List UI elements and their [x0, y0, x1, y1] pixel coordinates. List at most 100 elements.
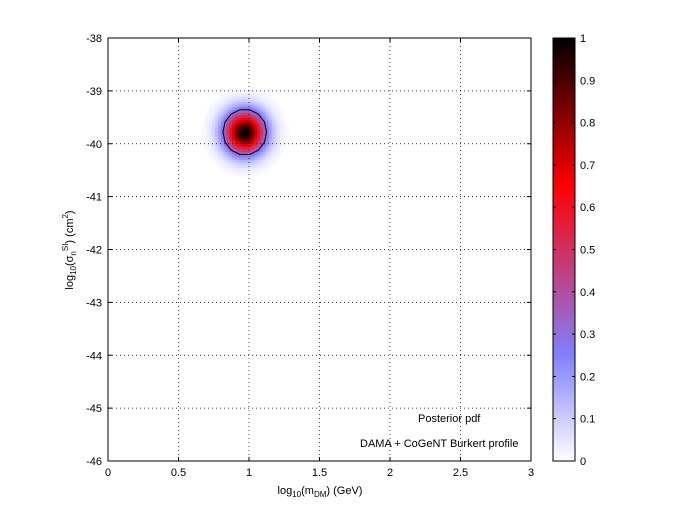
heatmap-cell	[246, 106, 250, 110]
heatmap-cell	[234, 141, 239, 145]
heatmap-cell	[263, 104, 267, 108]
heatmap-cell	[237, 159, 241, 163]
heatmap-cell	[209, 141, 213, 145]
heatmap-cell	[282, 138, 287, 142]
heatmap-cell	[282, 122, 287, 126]
heatmap-cell	[246, 133, 250, 137]
heatmap-cell	[229, 164, 233, 168]
heatmap-cell	[240, 156, 244, 161]
heatmap-cell	[232, 119, 236, 123]
heatmap-cell	[229, 117, 233, 121]
heatmap-cell	[237, 114, 241, 118]
heatmap-cell	[277, 138, 281, 142]
heatmap-cell	[203, 135, 208, 139]
heatmap-cell	[274, 130, 278, 134]
heatmap-cell	[265, 151, 270, 155]
x-tick-label: 3	[528, 467, 534, 479]
heatmap-cell	[217, 101, 222, 105]
heatmap-cell	[271, 98, 275, 102]
heatmap-cell	[223, 162, 227, 166]
heatmap-cell	[229, 156, 233, 161]
heatmap-cell	[215, 154, 219, 158]
heatmap-cell	[217, 156, 222, 161]
heatmap-cell	[232, 101, 236, 105]
heatmap-cell	[268, 122, 272, 126]
heatmap-cell	[282, 135, 287, 139]
heatmap-cell	[254, 167, 258, 171]
heatmap-cell	[249, 122, 253, 126]
heatmap-cell	[246, 109, 250, 113]
heatmap-cell	[217, 106, 222, 110]
heatmap-cell	[277, 130, 281, 134]
heatmap-cell	[280, 114, 284, 118]
heatmap-cell	[271, 127, 275, 131]
heatmap-cell	[209, 109, 213, 113]
heatmap-cell	[223, 149, 227, 153]
heatmap-cell	[257, 138, 261, 142]
heatmap-cell	[277, 112, 281, 116]
heatmap-cell	[249, 117, 253, 121]
heatmap-cell	[280, 109, 284, 113]
heatmap-cell	[249, 130, 253, 134]
heatmap-cell	[217, 127, 222, 131]
heatmap-cell	[271, 109, 275, 113]
heatmap-cell	[212, 154, 216, 158]
heatmap-cell	[234, 143, 239, 147]
heatmap-cell	[268, 109, 272, 113]
y-tick-label: -38	[86, 33, 102, 45]
heatmap-cell	[260, 96, 264, 100]
heatmap-cell	[209, 119, 213, 123]
heatmap-cell	[280, 130, 284, 134]
heatmap-cell	[257, 109, 261, 113]
heatmap-cell	[237, 141, 241, 145]
heatmap-cell	[257, 117, 261, 121]
heatmap-cell	[268, 159, 272, 163]
heatmap-cell	[223, 117, 227, 121]
heatmap-cell	[234, 167, 239, 171]
heatmap-cell	[260, 127, 264, 131]
heatmap-cell	[277, 135, 281, 139]
heatmap-cell	[260, 146, 264, 150]
heatmap-cell	[217, 96, 222, 100]
heatmap-cell	[268, 151, 272, 155]
heatmap-cell	[265, 149, 270, 153]
heatmap-cell	[217, 143, 222, 147]
heatmap-cell	[246, 96, 250, 100]
heatmap-cell	[277, 117, 281, 121]
heatmap-cell	[263, 143, 267, 147]
heatmap-cell	[251, 88, 256, 92]
heatmap-cell	[203, 119, 208, 123]
heatmap-cell	[212, 101, 216, 105]
heatmap-cell	[226, 93, 230, 97]
heatmap-cell	[249, 154, 253, 158]
heatmap-cell	[223, 106, 227, 110]
heatmap-cell	[240, 138, 244, 142]
heatmap-cell	[243, 149, 247, 153]
heatmap-cell	[226, 98, 230, 102]
heatmap-cell	[229, 119, 233, 123]
heatmap-cell	[229, 109, 233, 113]
heatmap-cell	[280, 133, 284, 137]
heatmap-cell	[254, 172, 258, 176]
heatmap-cell	[263, 156, 267, 161]
heatmap-cell	[229, 135, 233, 139]
heatmap-cell	[280, 151, 284, 155]
heatmap-cell	[212, 125, 216, 129]
heatmap-cell	[265, 109, 270, 113]
heatmap-cell	[232, 125, 236, 129]
heatmap-cell	[234, 117, 239, 121]
heatmap-cell	[282, 146, 287, 150]
heatmap-cell	[243, 172, 247, 176]
heatmap-cell	[209, 151, 213, 155]
heatmap-cell	[274, 151, 278, 155]
heatmap-cell	[277, 119, 281, 123]
heatmap-cell	[240, 88, 244, 92]
heatmap-cell	[220, 149, 225, 153]
heatmap-cell	[263, 135, 267, 139]
heatmap-cell	[212, 146, 216, 150]
heatmap-cell	[263, 98, 267, 102]
heatmap-cell	[220, 127, 225, 131]
heatmap-cell	[226, 164, 230, 168]
heatmap-cell	[285, 130, 289, 134]
heatmap-cell	[260, 135, 264, 139]
